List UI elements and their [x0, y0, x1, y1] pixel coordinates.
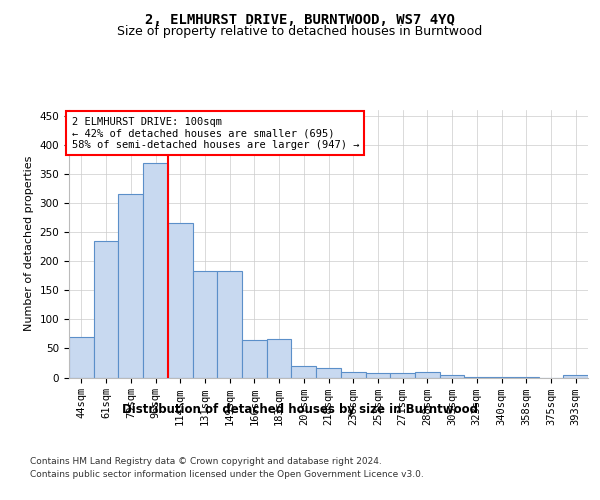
- Bar: [292, 366, 316, 378]
- Bar: [390, 373, 415, 378]
- Text: Distribution of detached houses by size in Burntwood: Distribution of detached houses by size …: [122, 402, 478, 415]
- Bar: [217, 271, 242, 378]
- Bar: [193, 271, 217, 378]
- Bar: [168, 224, 193, 378]
- Text: Size of property relative to detached houses in Burntwood: Size of property relative to detached ho…: [118, 25, 482, 38]
- Bar: [415, 372, 440, 378]
- Bar: [143, 163, 168, 378]
- Text: 2, ELMHURST DRIVE, BURNTWOOD, WS7 4YQ: 2, ELMHURST DRIVE, BURNTWOOD, WS7 4YQ: [145, 12, 455, 26]
- Text: Contains public sector information licensed under the Open Government Licence v3: Contains public sector information licen…: [30, 470, 424, 479]
- Bar: [118, 194, 143, 378]
- Bar: [341, 372, 365, 378]
- Y-axis label: Number of detached properties: Number of detached properties: [24, 156, 34, 332]
- Bar: [464, 377, 489, 378]
- Bar: [267, 338, 292, 378]
- Bar: [242, 340, 267, 378]
- Bar: [365, 374, 390, 378]
- Text: Contains HM Land Registry data © Crown copyright and database right 2024.: Contains HM Land Registry data © Crown c…: [30, 458, 382, 466]
- Text: 2 ELMHURST DRIVE: 100sqm
← 42% of detached houses are smaller (695)
58% of semi-: 2 ELMHURST DRIVE: 100sqm ← 42% of detach…: [71, 116, 359, 150]
- Bar: [69, 337, 94, 378]
- Bar: [94, 241, 118, 378]
- Bar: [316, 368, 341, 378]
- Bar: [563, 375, 588, 378]
- Bar: [489, 377, 514, 378]
- Bar: [514, 377, 539, 378]
- Bar: [440, 375, 464, 378]
